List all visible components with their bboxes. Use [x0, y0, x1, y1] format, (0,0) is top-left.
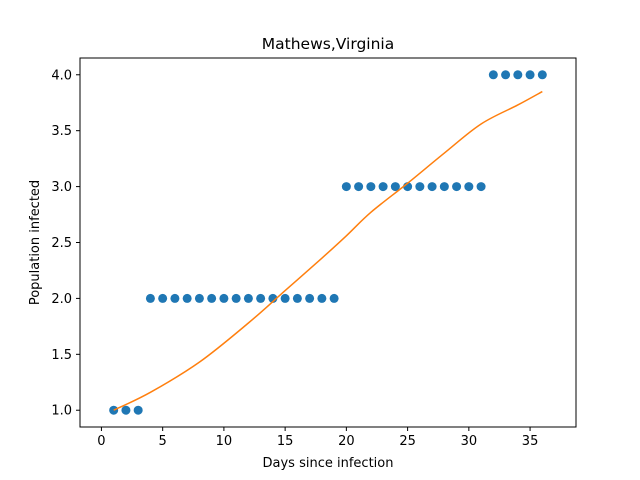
- plot-area: [109, 70, 547, 415]
- data-point: [366, 182, 376, 192]
- x-tick-label: 15: [277, 434, 294, 449]
- y-tick-label: 1.0: [51, 404, 72, 419]
- x-tick-label: 35: [522, 434, 539, 449]
- y-tick-label: 2.0: [51, 292, 72, 307]
- data-point: [390, 182, 400, 192]
- data-point: [292, 293, 302, 303]
- y-tick-label: 3.5: [51, 124, 72, 139]
- data-point: [378, 182, 388, 192]
- data-point: [476, 182, 486, 192]
- data-point: [268, 293, 278, 303]
- y-tick-label: 1.5: [51, 348, 72, 363]
- x-tick-label: 10: [216, 434, 233, 449]
- data-point: [525, 70, 535, 80]
- data-point: [280, 293, 290, 303]
- chart-title: Mathews,Virginia: [262, 35, 394, 53]
- data-point: [488, 70, 498, 80]
- data-point: [207, 293, 217, 303]
- data-point: [341, 182, 351, 192]
- data-point: [145, 293, 155, 303]
- data-point: [354, 182, 364, 192]
- data-point: [182, 293, 192, 303]
- fit-curve: [113, 90, 543, 411]
- data-point: [256, 293, 266, 303]
- x-tick-label: 30: [461, 434, 478, 449]
- data-point: [317, 293, 327, 303]
- data-point: [537, 70, 547, 80]
- data-point: [329, 293, 339, 303]
- data-point: [194, 293, 204, 303]
- data-point: [219, 293, 229, 303]
- data-point: [439, 182, 449, 192]
- y-tick-label: 2.5: [51, 236, 72, 251]
- data-point: [415, 182, 425, 192]
- data-point: [231, 293, 241, 303]
- x-tick-label: 0: [97, 434, 105, 449]
- data-point: [513, 70, 523, 80]
- x-tick-label: 20: [338, 434, 355, 449]
- data-point: [158, 293, 168, 303]
- data-point: [170, 293, 180, 303]
- x-tick-label: 25: [399, 434, 416, 449]
- data-point: [243, 293, 253, 303]
- x-axis-label: Days since infection: [263, 456, 394, 471]
- data-point: [133, 405, 143, 415]
- data-point: [452, 182, 462, 192]
- y-axis-label: Population infected: [28, 180, 43, 305]
- data-point: [501, 70, 511, 80]
- data-point: [121, 405, 131, 415]
- x-tick-label: 5: [159, 434, 167, 449]
- data-point: [427, 182, 437, 192]
- y-tick-label: 3.0: [51, 180, 72, 195]
- data-point: [305, 293, 315, 303]
- y-tick-label: 4.0: [51, 68, 72, 83]
- data-point: [464, 182, 474, 192]
